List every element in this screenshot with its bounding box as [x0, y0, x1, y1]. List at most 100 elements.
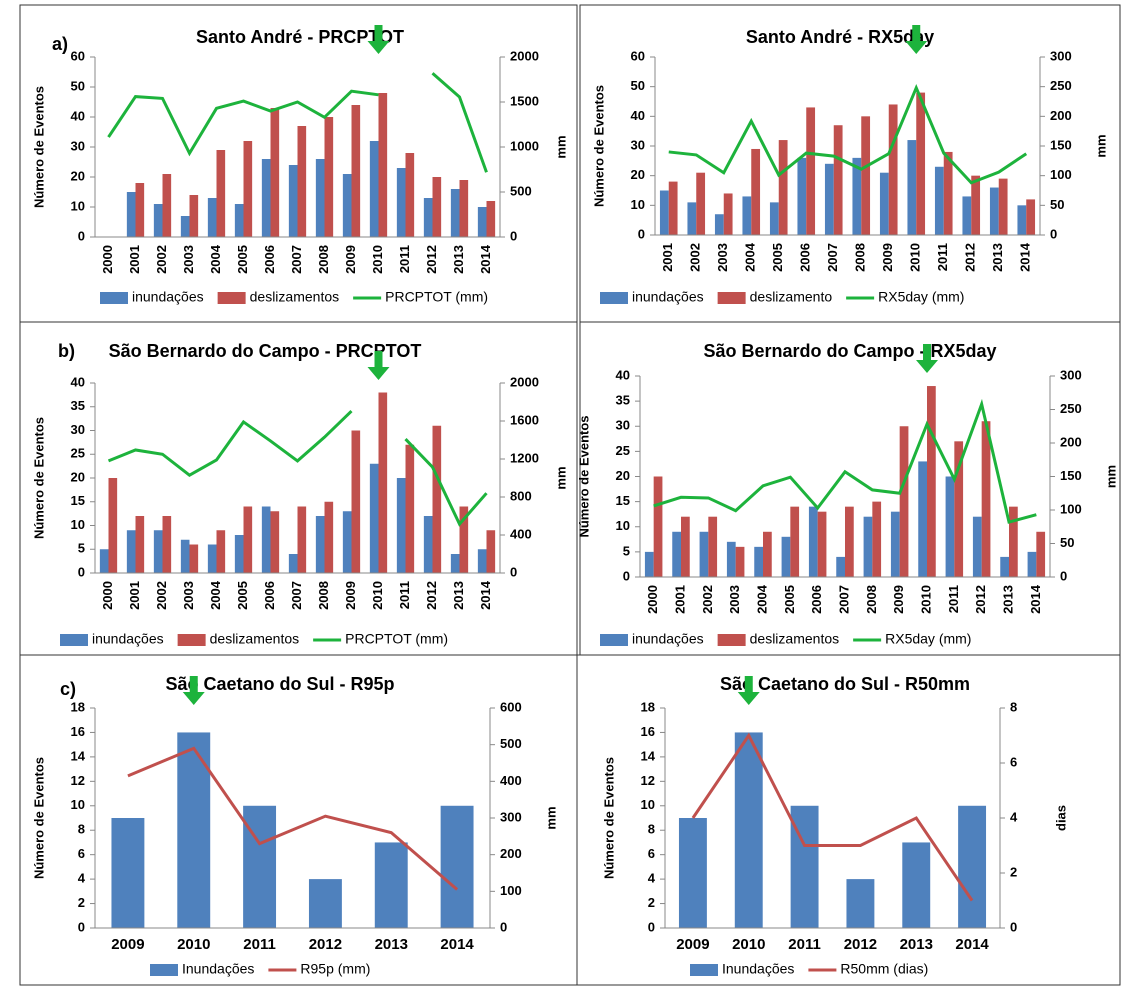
- y2-tick-label: 150: [1050, 137, 1072, 152]
- bar: [668, 181, 678, 235]
- bar: [708, 516, 718, 577]
- y-tick-label: 0: [78, 228, 85, 243]
- bar: [450, 554, 460, 573]
- bar: [477, 549, 487, 573]
- x-tick-label: 2014: [1018, 242, 1033, 272]
- legend-label: inundações: [132, 289, 204, 305]
- y-tick-label: 0: [648, 919, 655, 934]
- bar: [824, 163, 834, 235]
- y2-tick-label: 0: [1060, 568, 1067, 583]
- y2-tick-label: 6: [1010, 754, 1017, 769]
- bar: [833, 125, 843, 235]
- bar: [1036, 531, 1046, 577]
- x-tick-label: 2012: [844, 936, 877, 953]
- x-tick-label: 2005: [782, 585, 797, 614]
- bar: [1000, 556, 1009, 577]
- y2-tick-label: 800: [510, 488, 532, 503]
- bar: [879, 172, 889, 235]
- bar: [943, 151, 953, 235]
- y2-tick-label: 400: [510, 526, 532, 541]
- x-tick-label: 2010: [370, 581, 385, 610]
- x-tick-label: 2008: [864, 585, 879, 614]
- panel-label: b): [58, 341, 75, 361]
- line-series: [107, 409, 488, 527]
- y-tick-label: 40: [616, 367, 630, 382]
- y-tick-label: 0: [78, 919, 85, 934]
- panel-border: [576, 654, 1121, 986]
- chart-title: Santo André - PRCPTOT: [196, 27, 404, 47]
- y-axis-title: Número de Eventos: [601, 757, 616, 879]
- bar: [918, 461, 927, 577]
- bar: [872, 501, 882, 577]
- bar: [836, 556, 845, 577]
- x-tick-label: 2014: [955, 936, 989, 953]
- bar: [162, 174, 172, 237]
- chart-title: Santo André - RX5day: [746, 27, 934, 47]
- y-axis-title: Número de Eventos: [31, 417, 46, 539]
- bar: [243, 141, 253, 237]
- y-tick-label: 30: [71, 422, 85, 437]
- bar: [1009, 506, 1018, 577]
- y-tick-label: 5: [78, 541, 85, 556]
- bar: [450, 189, 460, 237]
- legend-label: deslizamentos: [750, 631, 840, 647]
- x-tick-label: 2010: [177, 936, 210, 953]
- highlight-arrow: [916, 344, 938, 373]
- bar: [644, 551, 654, 577]
- bar: [769, 202, 779, 235]
- y-tick-label: 40: [71, 374, 85, 389]
- y2-tick-label: 250: [1060, 401, 1082, 416]
- bar: [270, 511, 280, 573]
- x-tick-label: 2012: [973, 585, 988, 614]
- bar: [423, 516, 433, 573]
- bar: [742, 196, 752, 235]
- bar: [972, 516, 982, 577]
- y-tick-label: 15: [71, 493, 85, 508]
- x-tick-label: 2002: [154, 245, 169, 274]
- bar: [153, 204, 163, 237]
- x-tick-label: 2001: [660, 243, 675, 272]
- legend-swatch: [60, 634, 88, 646]
- bar: [754, 546, 763, 577]
- highlight-arrow: [737, 676, 760, 705]
- y-tick-label: 0: [78, 564, 85, 579]
- bar: [681, 516, 690, 577]
- bar: [342, 174, 352, 237]
- bar: [432, 425, 442, 573]
- highlight-arrow: [367, 25, 390, 54]
- x-tick-label: 2013: [900, 936, 933, 953]
- bar: [899, 426, 909, 577]
- y2-tick-label: 50: [1050, 197, 1064, 212]
- legend-label: R50mm (dias): [840, 961, 928, 977]
- x-tick-label: 2012: [309, 936, 342, 953]
- x-tick-label: 2002: [700, 585, 715, 614]
- x-tick-label: 2010: [918, 585, 933, 614]
- bar: [1027, 551, 1037, 577]
- x-tick-label: 2013: [451, 245, 466, 274]
- line-series: [668, 83, 1028, 185]
- panel-label: c): [60, 679, 76, 699]
- y2-tick-label: 150: [1060, 468, 1082, 483]
- x-tick-label: 2000: [100, 245, 115, 274]
- bar: [396, 168, 406, 237]
- y-tick-label: 25: [616, 443, 630, 458]
- legend-swatch: [100, 292, 128, 304]
- y-tick-label: 8: [648, 822, 655, 837]
- y2-tick-label: 300: [1060, 367, 1082, 382]
- bar: [378, 392, 388, 573]
- y2-tick-label: 500: [500, 736, 522, 751]
- bar: [989, 187, 999, 235]
- x-tick-label: 2003: [727, 585, 742, 614]
- bar: [308, 879, 342, 928]
- legend-label: PRCPTOT (mm): [385, 289, 488, 305]
- x-tick-label: 2004: [208, 244, 223, 274]
- bar: [846, 879, 875, 928]
- legend-swatch: [150, 964, 178, 976]
- bar: [162, 516, 172, 573]
- chart-panel: São Caetano do Sul - R50mm Número de Even…: [576, 654, 1121, 986]
- y-tick-label: 10: [71, 517, 85, 532]
- y2-tick-label: 2000: [510, 48, 539, 63]
- bar: [672, 531, 681, 577]
- x-tick-label: 2007: [289, 245, 304, 274]
